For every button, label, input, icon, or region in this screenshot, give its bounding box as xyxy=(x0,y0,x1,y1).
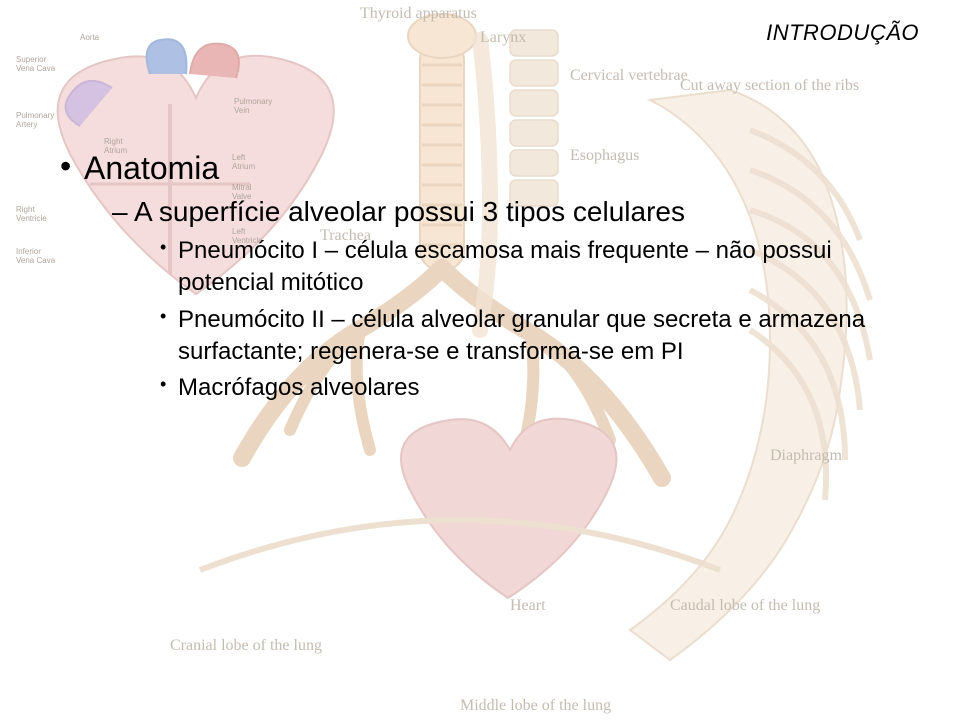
level3-item-2: Macrófagos alveolares xyxy=(160,372,919,404)
level1-item: Anatomia A superfície alveolar possui 3 … xyxy=(60,150,919,405)
text-content-block: Anatomia A superfície alveolar possui 3 … xyxy=(60,150,919,405)
level3-item-1: Pneumócito II – célula alveolar granular… xyxy=(160,304,919,369)
level2-title: A superfície alveolar possui 3 tipos cel… xyxy=(134,196,685,227)
bullet-list-level1: Anatomia A superfície alveolar possui 3 … xyxy=(60,150,919,405)
bullet-list-level3: Pneumócito I – célula escamosa mais freq… xyxy=(134,235,919,405)
level2-item: A superfície alveolar possui 3 tipos cel… xyxy=(112,193,919,405)
level1-title: Anatomia xyxy=(84,150,219,186)
section-header-label: INTRODUÇÃO xyxy=(766,20,919,46)
slide-content: INTRODUÇÃO Anatomia A superfície alveola… xyxy=(0,0,959,721)
level3-item-0: Pneumócito I – célula escamosa mais freq… xyxy=(160,235,919,300)
bullet-list-level2: A superfície alveolar possui 3 tipos cel… xyxy=(84,193,919,405)
